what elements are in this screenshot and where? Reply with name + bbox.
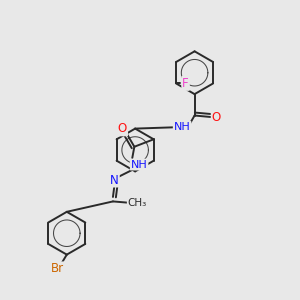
- Text: N: N: [110, 173, 119, 187]
- Text: O: O: [212, 110, 221, 124]
- Text: F: F: [182, 77, 189, 90]
- Text: CH₃: CH₃: [128, 198, 147, 208]
- Text: Br: Br: [51, 262, 64, 275]
- Text: NH: NH: [174, 122, 190, 132]
- Text: NH: NH: [131, 160, 148, 170]
- Text: O: O: [118, 122, 127, 135]
